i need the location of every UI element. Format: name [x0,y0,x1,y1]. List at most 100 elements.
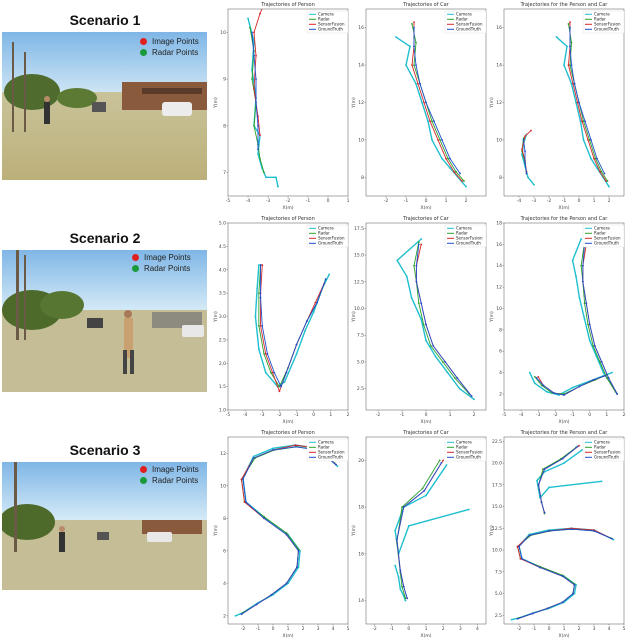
data-point-groundtruth [252,457,255,460]
data-point-sensorfusion [259,134,261,137]
y-tick-label: 8 [223,123,226,129]
data-point-sensorfusion [593,157,595,160]
data-point-camera [247,17,249,20]
legend-radar-points: Radar Points [144,264,191,273]
legend-box [306,438,349,462]
data-point-groundtruth [399,569,402,572]
data-point-groundtruth [616,393,619,395]
data-point-groundtruth [415,264,418,267]
data-point-groundtruth [296,566,298,568]
x-tick-label: 2 [623,412,626,418]
data-point-sensorfusion [259,324,262,327]
data-point-camera [328,273,331,276]
data-point-radar [605,377,608,379]
data-point-groundtruth [561,601,564,604]
y-tick-label: 6 [499,349,502,355]
x-tick-label: -4 [243,412,248,418]
data-point-radar [447,157,449,160]
data-point-groundtruth [561,457,564,460]
x-tick-label: -1 [400,412,405,418]
x-tick-label: -5 [226,198,231,204]
data-point-camera [421,101,423,104]
data-point-groundtruth [540,501,543,504]
scenario-3-title: Scenario 3 [69,442,141,458]
data-point-camera [575,101,577,104]
data-point-radar [422,323,425,326]
data-point-camera [570,82,573,85]
data-point-radar [429,344,432,347]
y-tick-label: 18 [496,221,502,227]
data-point-groundtruth [406,597,409,600]
x-tick-label: 5 [623,626,626,632]
legend-entry: SensorFusion [456,236,483,241]
y-tick-label: 1.5 [219,384,226,390]
data-point-groundtruth [261,324,264,327]
data-point-camera [431,139,433,141]
data-point-camera [600,480,603,483]
data-point-camera [465,185,467,188]
data-point-radar [594,157,597,160]
y-tick-label: 2 [499,391,502,397]
data-point-radar [606,180,609,182]
data-point-radar [413,264,415,267]
legend-entry: Camera [318,440,334,445]
data-point-camera [580,238,583,240]
data-point-groundtruth [425,323,427,326]
x-tick-label: -1 [389,626,394,632]
legend-entry: GroundTruth [318,27,343,32]
x-tick-label: -4 [517,198,522,204]
data-point-camera [425,339,427,342]
data-point-groundtruth [528,534,531,537]
chart-title: Trajectories of Car [402,430,449,436]
data-point-camera [533,382,536,385]
data-point-groundtruth [604,374,607,377]
x-axis-label: X(m) [559,633,570,639]
legend-entry: SensorFusion [318,236,345,241]
data-point-radar [592,344,595,347]
data-point-groundtruth [419,82,421,85]
data-point-groundtruth [263,517,265,520]
x-tick-label: -1 [256,626,261,632]
y-tick-label: 10.0 [492,548,502,554]
data-point-radar [253,124,255,127]
data-point-groundtruth [552,392,555,394]
x-axis-label: X(m) [283,633,294,639]
series-group [234,444,339,617]
y-tick-label: 15.0 [354,253,364,259]
plot-s2-combined: Trajectories for the Person and Car -5 -4 -… [489,214,628,425]
x-tick-label: 2 [608,198,611,204]
data-point-radar [533,375,536,378]
y-axis-label: Y(m) [213,525,219,537]
y-tick-label: 16 [496,242,502,248]
y-tick-label: 2.0 [219,361,226,367]
legend-entry: GroundTruth [456,241,481,246]
y-tick-label: 2.5 [495,613,502,619]
data-point-groundtruth [444,361,447,363]
plot-frame [503,222,625,411]
y-tick-label: 8 [223,516,226,522]
x-tick-label: -1 [532,626,537,632]
data-point-camera [409,45,411,48]
legend-radar-points: Radar Points [152,48,199,57]
data-point-groundtruth [522,139,525,141]
y-tick-label: 4 [499,370,502,376]
series-group [254,264,331,393]
data-point-sensorfusion [581,120,583,123]
x-tick-label: 1 [347,198,350,204]
data-point-camera [254,315,257,318]
chart-title: Trajectories of Car [402,216,449,222]
x-tick-label: -2 [376,412,381,418]
data-point-groundtruth [543,468,546,471]
data-point-camera [575,583,577,586]
x-tick-label: 0 [312,412,315,418]
data-point-groundtruth [581,280,584,283]
data-point-groundtruth [593,530,595,532]
data-point-sensorfusion [264,353,267,355]
x-tick-label: -1 [570,412,575,418]
data-point-radar [259,157,261,160]
data-point-radar [401,506,403,509]
y-tick-label: 12 [496,285,502,291]
series-group [394,459,470,602]
y-tick-label: 5.0 [219,221,226,227]
data-point-radar [417,302,420,305]
